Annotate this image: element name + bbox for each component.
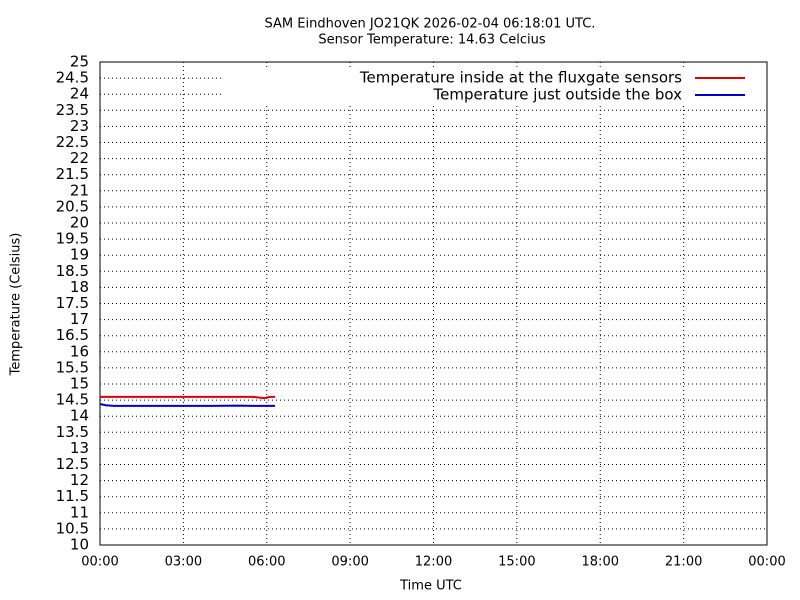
chart-subtitle: Sensor Temperature: 14.63 Celcius bbox=[318, 33, 546, 48]
x-tick-label: 12:00 bbox=[415, 555, 452, 570]
y-tick-label: 18.5 bbox=[56, 262, 89, 280]
y-tick-label: 17 bbox=[70, 310, 89, 328]
plot-border bbox=[99, 61, 768, 546]
y-tick-label: 21 bbox=[70, 181, 89, 199]
x-axis-label: Time UTC bbox=[399, 579, 462, 594]
y-tick-label: 12 bbox=[70, 471, 89, 489]
x-tick-label: 03:00 bbox=[165, 555, 202, 570]
y-tick-label: 15 bbox=[70, 375, 89, 393]
y-tick-label: 19.5 bbox=[56, 230, 89, 248]
y-tick-label: 12.5 bbox=[56, 455, 89, 473]
y-tick-label: 20 bbox=[70, 214, 89, 232]
y-tick-label: 17.5 bbox=[56, 294, 89, 312]
y-tick-label: 23 bbox=[70, 117, 89, 135]
x-tick-label: 00:00 bbox=[748, 555, 785, 570]
x-tick-label: 06:00 bbox=[248, 555, 285, 570]
y-tick-label: 16 bbox=[70, 342, 89, 360]
chart-title: SAM Eindhoven JO21QK 2026-02-04 06:18:01… bbox=[265, 17, 596, 32]
y-tick-label: 13 bbox=[70, 439, 89, 457]
y-tick-label: 21.5 bbox=[56, 165, 89, 183]
y-tick-label: 23.5 bbox=[56, 101, 89, 119]
y-tick-label: 10.5 bbox=[56, 519, 89, 537]
series-line bbox=[100, 395, 276, 400]
y-axis-label: Temperature (Celsius) bbox=[9, 233, 24, 377]
y-tick-label: 15.5 bbox=[56, 358, 89, 376]
y-tick-label: 24 bbox=[70, 85, 89, 103]
legend-background bbox=[222, 67, 765, 104]
y-tick-label: 25 bbox=[70, 53, 89, 71]
y-tick-label: 22 bbox=[70, 149, 89, 167]
y-tick-label: 18 bbox=[70, 278, 89, 296]
legend-label: Temperature just outside the box bbox=[433, 86, 683, 104]
y-tick-label: 11.5 bbox=[56, 487, 89, 505]
y-tick-label: 22.5 bbox=[56, 133, 89, 151]
y-tick-label: 10 bbox=[70, 536, 89, 554]
x-tick-label: 21:00 bbox=[665, 555, 702, 570]
y-tick-label: 14 bbox=[70, 407, 89, 425]
y-tick-label: 16.5 bbox=[56, 326, 89, 344]
x-tick-label: 15:00 bbox=[498, 555, 535, 570]
y-tick-label: 14.5 bbox=[56, 391, 89, 409]
y-tick-label: 19 bbox=[70, 246, 89, 264]
legend-label: Temperature inside at the fluxgate senso… bbox=[359, 69, 682, 87]
x-tick-label: 18:00 bbox=[582, 555, 619, 570]
series-line bbox=[99, 402, 276, 407]
y-tick-label: 24.5 bbox=[56, 69, 89, 87]
y-tick-label: 20.5 bbox=[56, 197, 89, 215]
y-tick-label: 13.5 bbox=[56, 423, 89, 441]
x-tick-label: 00:00 bbox=[81, 555, 118, 570]
y-tick-label: 11 bbox=[70, 503, 89, 521]
x-tick-label: 09:00 bbox=[331, 555, 368, 570]
